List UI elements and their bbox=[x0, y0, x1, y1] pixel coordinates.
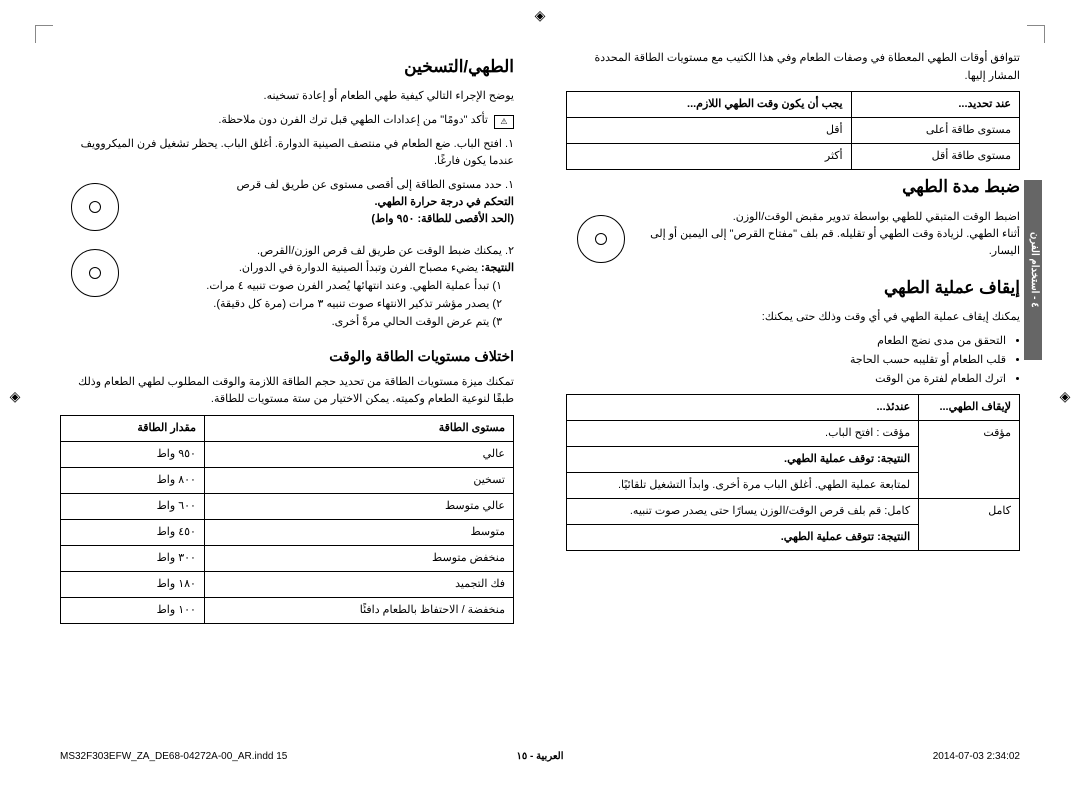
column-right: الطهي/التسخين يوضح الإجراء التالي كيفية … bbox=[60, 50, 514, 690]
intro-text: يوضح الإجراء التالي كيفية طهي الطعام أو … bbox=[60, 88, 514, 106]
table-row: عالي٩٥٠ واط bbox=[61, 441, 514, 467]
heading-power-levels: اختلاف مستويات الطاقة والوقت bbox=[60, 346, 514, 368]
table-row: تسخين٨٠٠ واط bbox=[61, 467, 514, 493]
sub1: ١) تبدأ عملية الطهي. وعند انتهائها يُصدر… bbox=[140, 278, 502, 295]
power-table: مستوى الطاقة مقدار الطاقة عالي٩٥٠ واط تس… bbox=[60, 415, 514, 624]
dial1-main: ١. حدد مستوى الطاقة إلى أقصى مستوى عن طر… bbox=[140, 177, 514, 194]
stop-intro: يمكنك إيقاف عملية الطهي في أي وقت وذلك ح… bbox=[566, 309, 1020, 327]
th-level: مستوى الطاقة bbox=[204, 415, 513, 441]
caution-icon: ⚠ bbox=[494, 115, 514, 129]
caution-text: تأكد "دومًا" من إعدادات الطهي قبل ترك ال… bbox=[218, 112, 488, 130]
dial2-main: ٢. يمكنك ضبط الوقت عن طريق لف قرص الوزن/… bbox=[140, 243, 514, 260]
dial1-b1: التحكم في درجة حرارة الطهي. bbox=[140, 194, 514, 211]
table-row: عالي متوسط٦٠٠ واط bbox=[61, 493, 514, 519]
dial-row-settime: اضبط الوقت المتبقي للطهي بواسطة تدوير مق… bbox=[566, 209, 1020, 269]
registration-mark-top: ◈ bbox=[533, 8, 547, 22]
dial-time-text: ٢. يمكنك ضبط الوقت عن طريق لف قرص الوزن/… bbox=[140, 243, 514, 332]
table-row: كاملكامل: قم بلف قرص الوقت/الوزن يسارًا … bbox=[567, 498, 1020, 524]
dial2-sublist: ١) تبدأ عملية الطهي. وعند انتهائها يُصدر… bbox=[140, 278, 502, 331]
left-intro: تتوافق أوقات الطهي المعطاة في وصفات الطع… bbox=[566, 50, 1020, 85]
table-row: مستوى طاقة أقلأكثر bbox=[567, 144, 1020, 170]
th: يجب أن يكون وقت الطهي اللازم... bbox=[567, 92, 852, 118]
stop-table: لإيقاف الطهي... عندئذ... مؤقتمؤقت : افتح… bbox=[566, 394, 1020, 551]
sub3: ٣) يتم عرض الوقت الحالي مرةً أخرى. bbox=[140, 314, 502, 331]
footer-page: العربية - ١٥ bbox=[517, 751, 564, 762]
th: عندئذ... bbox=[567, 394, 919, 420]
sub2: ٢) يصدر مؤشر تذكير الانتهاء صوت تنبيه ٣ … bbox=[140, 296, 502, 313]
time-adjust-table: عند تحديد... يجب أن يكون وقت الطهي اللاز… bbox=[566, 91, 1020, 170]
dial-power-icon bbox=[60, 177, 130, 237]
bullet: التحقق من مدى نضج الطعام bbox=[566, 333, 1006, 350]
dial-row-time: ٢. يمكنك ضبط الوقت عن طريق لف قرص الوزن/… bbox=[60, 243, 514, 332]
th: عند تحديد... bbox=[851, 92, 1019, 118]
dial-power-text: ١. حدد مستوى الطاقة إلى أقصى مستوى عن طر… bbox=[140, 177, 514, 228]
crop-mark bbox=[35, 25, 53, 43]
stop-bullets: التحقق من مدى نضج الطعام قلب الطعام أو ت… bbox=[566, 333, 1006, 388]
side-tab: ٤ - استخدام الفرن bbox=[1024, 180, 1042, 360]
page-footer: MS32F303EFW_ZA_DE68-04272A-00_AR.indd 15… bbox=[60, 751, 1020, 762]
registration-mark-right: ◈ bbox=[1058, 389, 1072, 403]
table-row: متوسط٤٥٠ واط bbox=[61, 520, 514, 546]
dial-time-icon bbox=[60, 243, 130, 303]
heading-cooking: الطهي/التسخين bbox=[60, 54, 514, 80]
heading-set-time: ضبط مدة الطهي bbox=[566, 174, 1020, 200]
table-row: فك التجميد١٨٠ واط bbox=[61, 572, 514, 598]
th-amount: مقدار الطاقة bbox=[61, 415, 205, 441]
power-levels-intro: تمكنك ميزة مستويات الطاقة من تحديد حجم ا… bbox=[60, 374, 514, 409]
registration-mark-left: ◈ bbox=[8, 389, 22, 403]
settime-main: اضبط الوقت المتبقي للطهي بواسطة تدوير مق… bbox=[646, 209, 1020, 226]
table-row: مؤقتمؤقت : افتح الباب. bbox=[567, 420, 1020, 446]
content-columns: الطهي/التسخين يوضح الإجراء التالي كيفية … bbox=[60, 50, 1020, 690]
dial2-result: النتيجة: يضيء مصباح الفرن وتبدأ الصينية … bbox=[140, 260, 514, 277]
dial-row-power: ١. حدد مستوى الطاقة إلى أقصى مستوى عن طر… bbox=[60, 177, 514, 237]
bullet: اترك الطعام لفترة من الوقت bbox=[566, 371, 1006, 388]
heading-stop: إيقاف عملية الطهي bbox=[566, 275, 1020, 301]
footer-date: 2014-07-03 2:34:02 bbox=[933, 751, 1020, 762]
manual-page: ◈ ◈ ◈ ٤ - استخدام الفرن الطهي/التسخين يو… bbox=[0, 0, 1080, 792]
column-left: تتوافق أوقات الطهي المعطاة في وصفات الطع… bbox=[538, 50, 1020, 690]
caution-row: ⚠ تأكد "دومًا" من إعدادات الطهي قبل ترك … bbox=[60, 112, 514, 130]
footer-file: MS32F303EFW_ZA_DE68-04272A-00_AR.indd 15 bbox=[60, 751, 287, 762]
crop-mark bbox=[1027, 25, 1045, 43]
table-row: منخفض متوسط٣٠٠ واط bbox=[61, 546, 514, 572]
side-tab-label: ٤ - استخدام الفرن bbox=[1027, 180, 1042, 360]
dial1-b2: (الحد الأقصى للطاقة: ٩٥٠ واط) bbox=[140, 211, 514, 228]
th: لإيقاف الطهي... bbox=[919, 394, 1020, 420]
dial-settime-icon bbox=[566, 209, 636, 269]
table-row: مستوى طاقة أعلىأقل bbox=[567, 118, 1020, 144]
settime-sub: أثناء الطهي. لزيادة وقت الطهي أو تقليله.… bbox=[646, 226, 1020, 260]
table-row: منخفضة / الاحتفاظ بالطعام دافئًا١٠٠ واط bbox=[61, 598, 514, 624]
settime-text: اضبط الوقت المتبقي للطهي بواسطة تدوير مق… bbox=[646, 209, 1020, 260]
step-1: ١. افتح الباب. ضع الطعام في منتصف الصيني… bbox=[60, 136, 514, 171]
bullet: قلب الطعام أو تقليبه حسب الحاجة bbox=[566, 352, 1006, 369]
